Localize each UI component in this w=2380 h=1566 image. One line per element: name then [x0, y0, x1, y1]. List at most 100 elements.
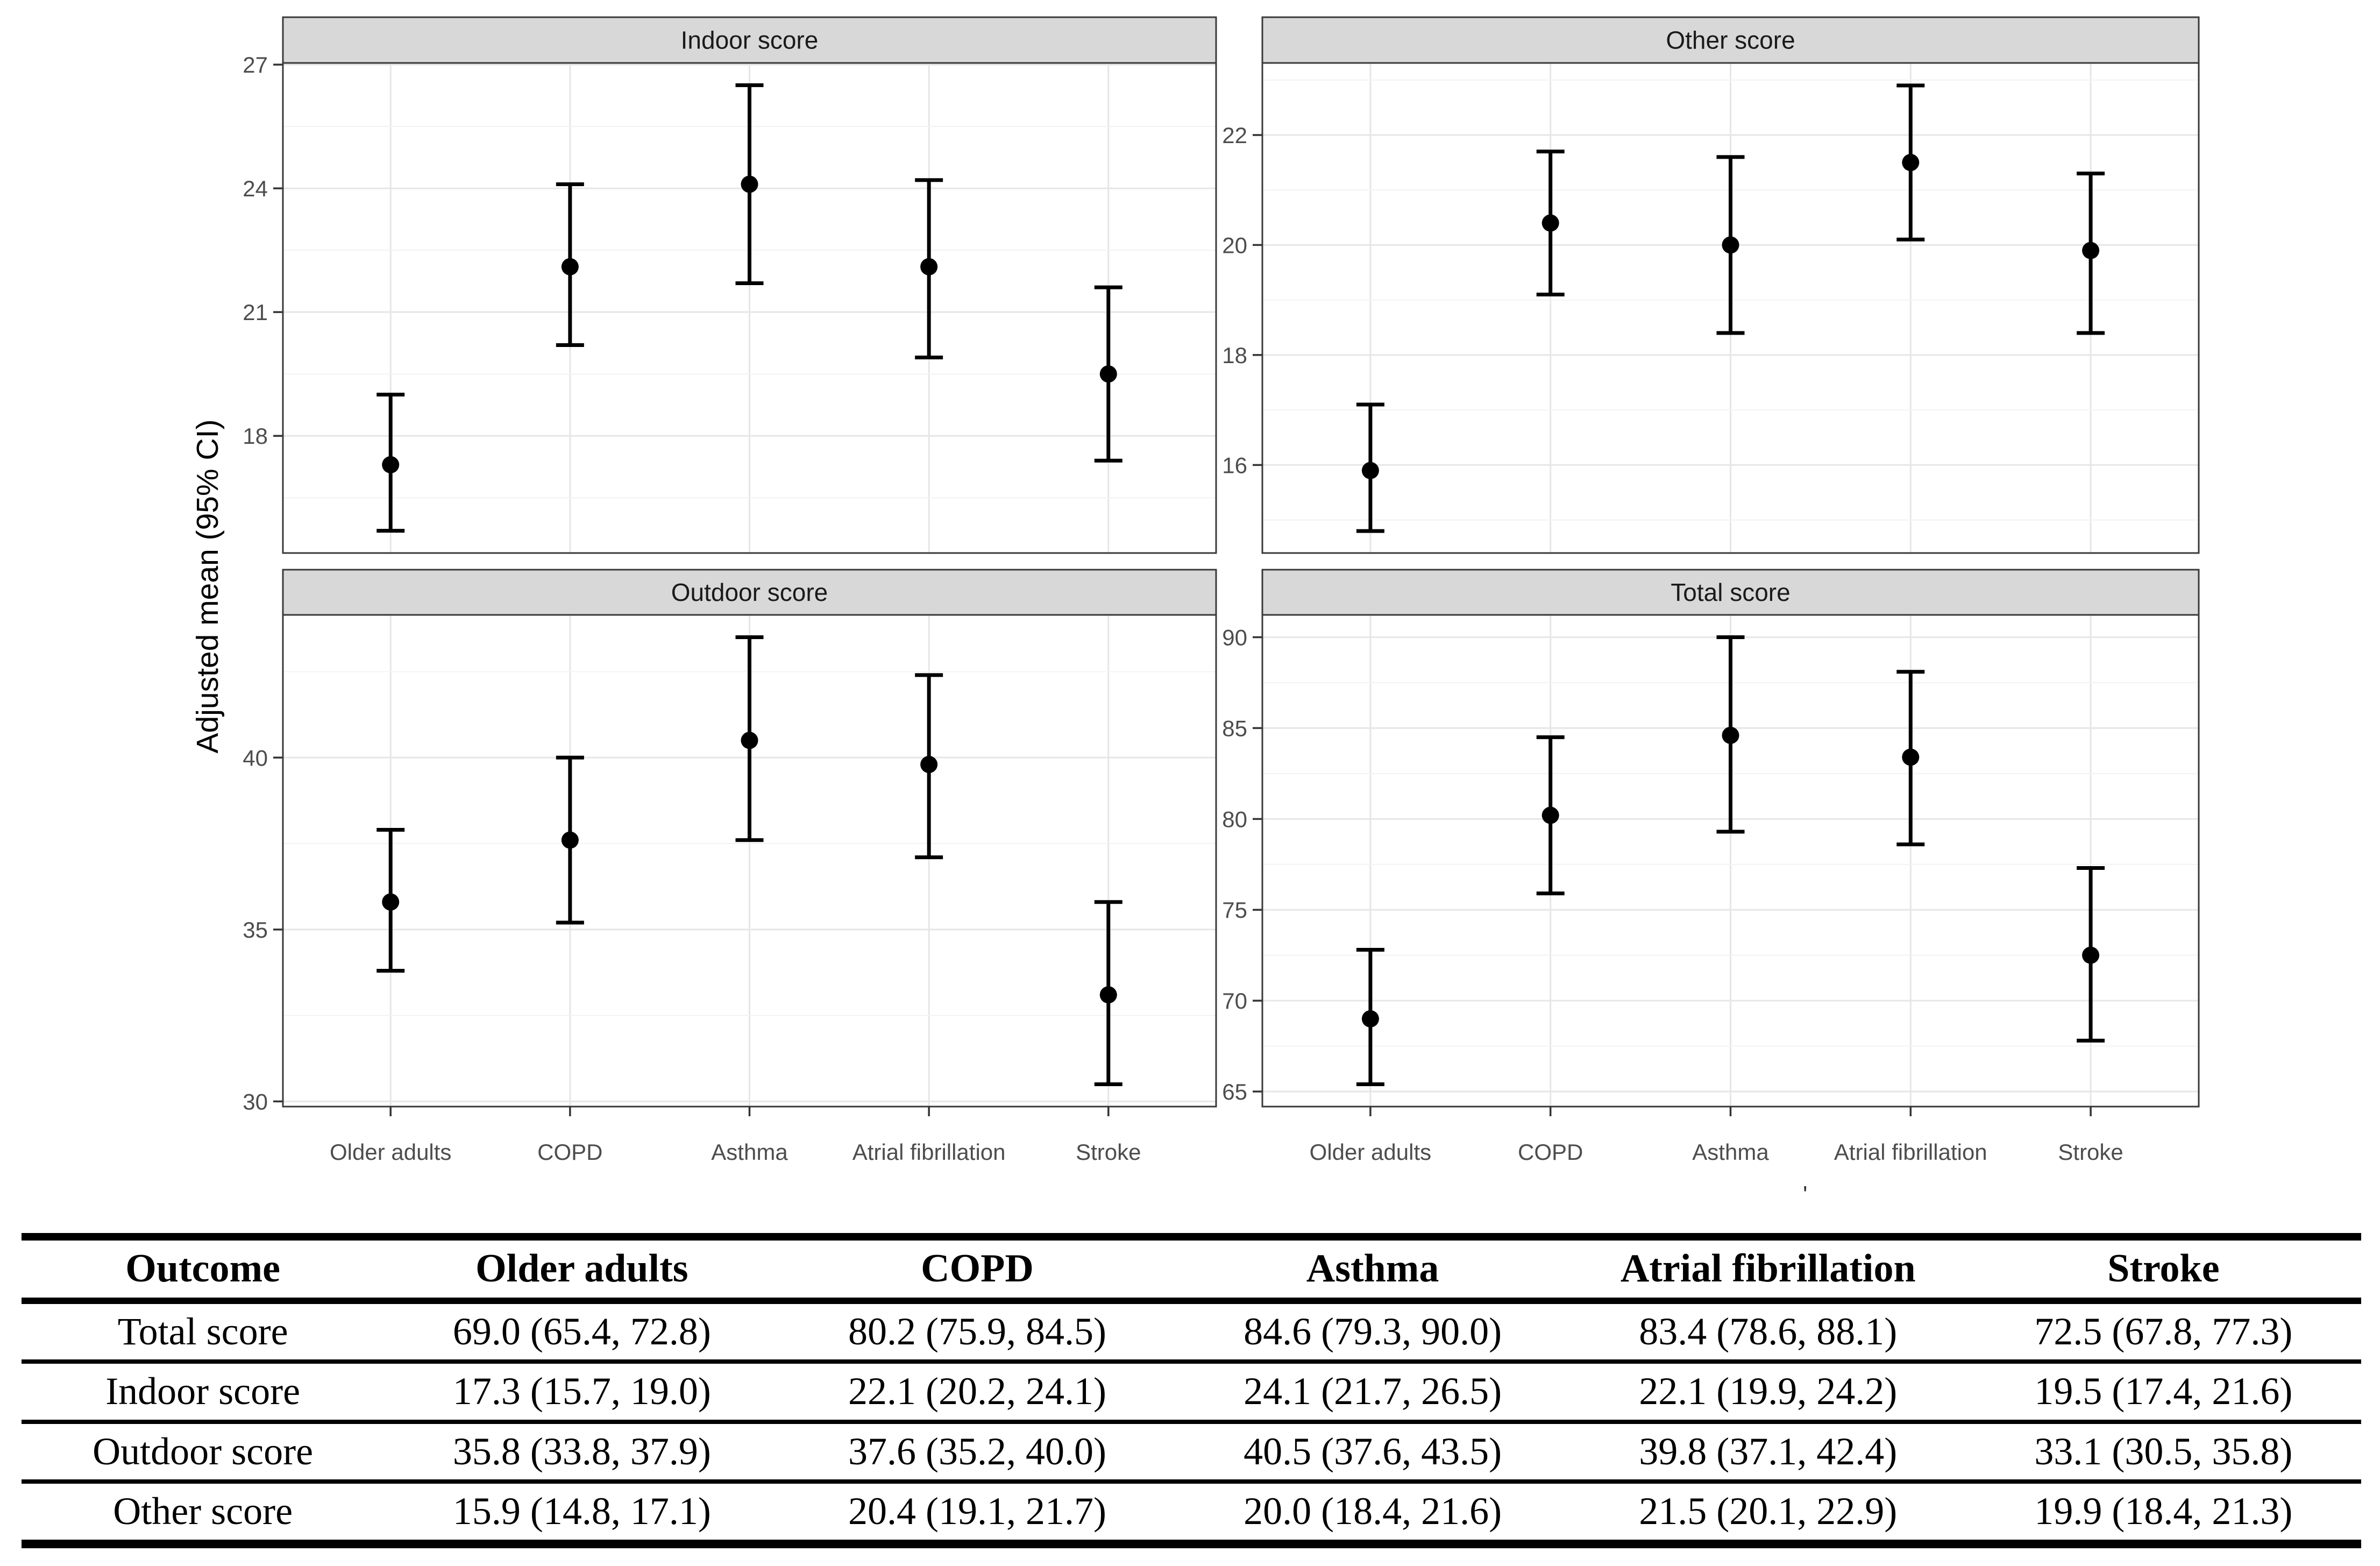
point-marker [561, 258, 579, 275]
value-cell: 19.5 (17.4, 21.6) [2034, 1370, 2293, 1413]
value-cell: 69.0 (65.4, 72.8) [452, 1309, 711, 1353]
y-tick-label: 21 [243, 300, 268, 325]
col-header-copd: COPD [921, 1246, 1034, 1291]
facet-strip-title: Other score [1666, 26, 1795, 54]
x-tick-label-older-adults: Older adults [330, 1139, 451, 1165]
col-header-older-adults: Older adults [475, 1246, 688, 1291]
panel-border [282, 62, 1217, 554]
value-cell: 20.0 (18.4, 21.6) [1244, 1490, 1502, 1533]
value-cell: 22.1 (20.2, 24.1) [848, 1370, 1106, 1413]
table-row-total-score: Total score 69.0 (65.4, 72.8) 80.2 (75.9, … [22, 1301, 2361, 1362]
col-header-atrial-fibrillation: Atrial fibrillation [1620, 1246, 1916, 1291]
y-tick-label: 65 [1222, 1079, 1247, 1104]
x-tick-label-atrial-fibrillation: Atrial fibrillation [852, 1139, 1006, 1165]
y-tick-label: 24 [243, 176, 268, 201]
results-table-body: Total score 69.0 (65.4, 72.8) 80.2 (75.9, … [22, 1301, 2361, 1544]
errorbar-asthma [735, 83, 764, 285]
errorbar-copd [556, 182, 584, 348]
value-cell: 22.1 (19.9, 24.2) [1639, 1370, 1898, 1413]
errorbar-atrial-fibrillation [915, 178, 943, 360]
outcome-cell: Outdoor score [93, 1429, 314, 1473]
errorbar-stroke [1094, 285, 1122, 463]
errorbar-older-adults [1356, 948, 1384, 1086]
point-marker [920, 756, 938, 774]
panel-indoor-score: Indoor score 18 21 24 27 [243, 16, 1217, 554]
point-marker [382, 456, 400, 473]
errorbar-copd [1536, 735, 1565, 896]
figure-canvas: Adjusted mean (95% CI) Indoor score 18 21 2… [190, 16, 2200, 1165]
panel-outdoor-score: Outdoor score 30 35 40 Older adults COPD Asthm… [243, 569, 1217, 1165]
errorbar-stroke [2077, 172, 2105, 335]
value-cell: 84.6 (79.3, 90.0) [1244, 1309, 1502, 1353]
value-cell: 20.4 (19.1, 21.7) [848, 1490, 1106, 1533]
col-header-outcome: Outcome [125, 1246, 280, 1291]
x-tick-label-copd: COPD [1518, 1139, 1583, 1165]
col-header-asthma: Asthma [1306, 1246, 1439, 1291]
x-tick-label-stroke: Stroke [1076, 1139, 1141, 1165]
x-tick-label-atrial-fibrillation: Atrial fibrillation [1834, 1139, 1987, 1165]
value-cell: 15.9 (14.8, 17.1) [452, 1490, 711, 1533]
x-tick-label-asthma: Asthma [1692, 1139, 1769, 1165]
x-tick-label-asthma: Asthma [711, 1139, 788, 1165]
errorbar-copd [556, 755, 584, 925]
value-cell: 19.9 (18.4, 21.3) [2034, 1490, 2293, 1533]
errorbar-older-adults [376, 393, 405, 533]
errorbar-stroke [1094, 900, 1122, 1086]
y-tick-label: 16 [1222, 452, 1247, 478]
x-tick-label-copd: COPD [537, 1139, 602, 1165]
results-table-head: Outcome Older adults COPD Asthma Atrial … [22, 1237, 2361, 1301]
point-marker [1541, 214, 1559, 232]
point-marker [1361, 1010, 1379, 1028]
point-marker [741, 732, 758, 749]
stray-mark: ' [1803, 1181, 1808, 1208]
facet-strip [282, 16, 1217, 64]
value-cell: 83.4 (78.6, 88.1) [1639, 1309, 1898, 1353]
errorbar-stroke [2077, 866, 2105, 1043]
header-row: Outcome Older adults COPD Asthma Atrial … [22, 1237, 2361, 1301]
value-cell: 72.5 (67.8, 77.3) [2034, 1309, 2293, 1353]
point-marker [741, 175, 758, 193]
y-tick-label: 40 [243, 745, 268, 770]
x-tick-label-older-adults: Older adults [1310, 1139, 1431, 1165]
y-tick-label: 20 [1222, 232, 1247, 258]
y-tick-label: 90 [1222, 625, 1247, 650]
errorbar-asthma [1716, 635, 1745, 834]
results-table: Outcome Older adults COPD Asthma Atrial … [22, 1233, 2361, 1548]
y-tick-label: 18 [1222, 343, 1247, 368]
outcome-cell: Other score [113, 1490, 293, 1533]
errorbar-asthma [1716, 155, 1745, 335]
y-tick-label: 85 [1222, 715, 1247, 741]
value-cell: 39.8 (37.1, 42.4) [1639, 1429, 1898, 1473]
errorbar-atrial-fibrillation [915, 673, 943, 860]
value-cell: 24.1 (21.7, 26.5) [1244, 1370, 1502, 1413]
y-tick-label: 75 [1222, 897, 1247, 923]
outcome-cell: Indoor score [105, 1370, 301, 1413]
value-cell: 17.3 (15.7, 19.0) [452, 1370, 711, 1413]
value-cell: 33.1 (30.5, 35.8) [2034, 1429, 2293, 1473]
y-axis-title: Adjusted mean (95% CI) [190, 420, 225, 754]
point-marker [1541, 806, 1559, 824]
faceted-ci-plot: Adjusted mean (95% CI) Indoor score 18 21 2… [190, 16, 2200, 1165]
point-marker [1722, 236, 1739, 254]
value-cell: 35.8 (33.8, 37.9) [452, 1429, 711, 1473]
point-marker [561, 831, 579, 849]
y-tick-label: 18 [243, 423, 268, 449]
point-marker [2082, 946, 2100, 964]
y-tick-label: 22 [1222, 123, 1247, 148]
value-cell: 80.2 (75.9, 84.5) [848, 1309, 1106, 1353]
point-marker [1099, 365, 1117, 383]
point-marker [382, 893, 400, 911]
panel-total-score: Total score 65 70 75 80 85 90 Older adults COPD A… [1222, 569, 2200, 1165]
errorbar-older-adults [1356, 402, 1384, 533]
errorbar-atrial-fibrillation [1896, 670, 1925, 847]
summary-table-section: Outcome Older adults COPD Asthma Atrial … [22, 1233, 2361, 1548]
point-marker [2082, 242, 2100, 259]
point-marker [1361, 462, 1379, 479]
facet-strip-title: Outdoor score [671, 578, 828, 606]
point-marker [920, 258, 938, 275]
y-tick-label: 35 [243, 917, 268, 943]
point-marker [1902, 748, 1920, 766]
y-tick-label: 70 [1222, 988, 1247, 1014]
table-row-other-score: Other score 15.9 (14.8, 17.1) 20.4 (19.1, … [22, 1482, 2361, 1544]
y-tick-label: 30 [243, 1089, 268, 1114]
